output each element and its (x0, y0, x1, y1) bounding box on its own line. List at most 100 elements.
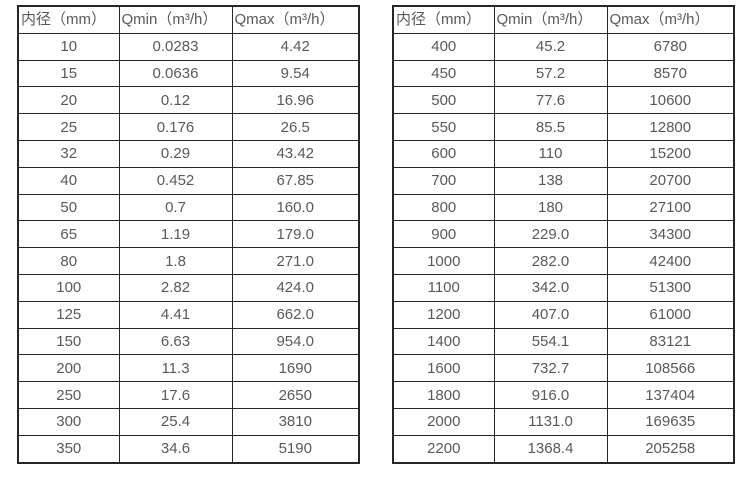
qmax-cell: 20700 (606, 166, 735, 195)
column-header: Qmax（m³/h） (606, 5, 735, 34)
table-row: 10 0.0283 4.42 (17, 32, 360, 61)
qmin-cell: 77.6 (493, 86, 608, 115)
qmin-cell: 6.63 (118, 327, 233, 356)
diameter-cell: 550 (392, 113, 495, 141)
qmin-cell: 0.12 (118, 86, 233, 115)
column-header: 内径（mm） (392, 5, 495, 34)
qmin-cell: 85.5 (493, 113, 608, 141)
header-row: 内径（mm） Qmin（m³/h） Qmax（m³/h） (17, 5, 360, 34)
diameter-cell: 300 (17, 407, 120, 436)
table-row: 800 180 27100 (392, 193, 735, 222)
qmax-cell: 271.0 (231, 247, 360, 275)
qmax-cell: 10600 (606, 86, 735, 115)
qmin-cell: 732.7 (493, 354, 608, 383)
qmin-cell: 0.176 (118, 113, 233, 141)
qmax-cell: 662.0 (231, 300, 360, 329)
diameter-cell: 450 (392, 59, 495, 88)
table-row: 500 77.6 10600 (392, 86, 735, 115)
qmax-cell: 6780 (606, 32, 735, 61)
qmin-cell: 180 (493, 193, 608, 222)
qmax-cell: 9.54 (231, 59, 360, 88)
qmin-cell: 229.0 (493, 220, 608, 249)
flow-table-right: 内径（mm） Qmin（m³/h） Qmax（m³/h） 400 45.2 6780 45… (392, 5, 735, 464)
qmax-cell: 27100 (606, 193, 735, 222)
qmax-cell: 8570 (606, 59, 735, 88)
table-row: 50 0.7 160.0 (17, 193, 360, 222)
diameter-cell: 20 (17, 86, 120, 115)
table-row: 65 1.19 179.0 (17, 220, 360, 249)
qmin-cell: 0.7 (118, 193, 233, 222)
diameter-cell: 2200 (392, 434, 495, 464)
diameter-cell: 1600 (392, 354, 495, 383)
table-row: 250 17.6 2650 (17, 381, 360, 409)
qmin-cell: 407.0 (493, 300, 608, 329)
diameter-cell: 700 (392, 166, 495, 195)
qmin-cell: 342.0 (493, 273, 608, 302)
qmax-cell: 1690 (231, 354, 360, 383)
qmax-cell: 43.42 (231, 139, 360, 168)
qmin-cell: 11.3 (118, 354, 233, 383)
qmax-cell: 179.0 (231, 220, 360, 249)
diameter-cell: 1000 (392, 247, 495, 275)
qmax-cell: 4.42 (231, 32, 360, 61)
table-row: 1600 732.7 108566 (392, 354, 735, 383)
diameter-cell: 900 (392, 220, 495, 249)
table-row: 40 0.452 67.85 (17, 166, 360, 195)
diameter-cell: 200 (17, 354, 120, 383)
qmax-cell: 34300 (606, 220, 735, 249)
table-row: 2200 1368.4 205258 (392, 434, 735, 464)
diameter-cell: 15 (17, 59, 120, 88)
qmin-cell: 916.0 (493, 381, 608, 409)
column-header: 内径（mm） (17, 5, 120, 34)
diameter-cell: 500 (392, 86, 495, 115)
table-row: 80 1.8 271.0 (17, 247, 360, 275)
diameter-cell: 350 (17, 434, 120, 464)
table-row: 350 34.6 5190 (17, 434, 360, 464)
table-row: 600 110 15200 (392, 139, 735, 168)
qmin-cell: 1368.4 (493, 434, 608, 464)
qmax-cell: 5190 (231, 434, 360, 464)
qmin-cell: 0.0283 (118, 32, 233, 61)
qmax-cell: 205258 (606, 434, 735, 464)
table-row: 2000 1131.0 169635 (392, 407, 735, 436)
qmin-cell: 4.41 (118, 300, 233, 329)
diameter-cell: 250 (17, 381, 120, 409)
qmax-cell: 42400 (606, 247, 735, 275)
qmin-cell: 0.0636 (118, 59, 233, 88)
header-row: 内径（mm） Qmin（m³/h） Qmax（m³/h） (392, 5, 735, 34)
table-row: 25 0.176 26.5 (17, 113, 360, 141)
diameter-cell: 125 (17, 300, 120, 329)
qmin-cell: 1.8 (118, 247, 233, 275)
column-header: Qmin（m³/h） (118, 5, 233, 34)
table-row: 450 57.2 8570 (392, 59, 735, 88)
diameter-cell: 10 (17, 32, 120, 61)
diameter-cell: 25 (17, 113, 120, 141)
qmax-cell: 12800 (606, 113, 735, 141)
flow-table-left: 内径（mm） Qmin（m³/h） Qmax（m³/h） 10 0.0283 4.42 1… (17, 5, 360, 464)
diameter-cell: 32 (17, 139, 120, 168)
table-row: 32 0.29 43.42 (17, 139, 360, 168)
qmax-cell: 954.0 (231, 327, 360, 356)
qmin-cell: 25.4 (118, 407, 233, 436)
diameter-cell: 65 (17, 220, 120, 249)
diameter-cell: 80 (17, 247, 120, 275)
column-header: Qmin（m³/h） (493, 5, 608, 34)
qmax-cell: 3810 (231, 407, 360, 436)
qmax-cell: 169635 (606, 407, 735, 436)
diameter-cell: 800 (392, 193, 495, 222)
qmin-cell: 110 (493, 139, 608, 168)
qmax-cell: 15200 (606, 139, 735, 168)
table-row: 1100 342.0 51300 (392, 273, 735, 302)
diameter-cell: 1200 (392, 300, 495, 329)
table-row: 1000 282.0 42400 (392, 247, 735, 275)
qmin-cell: 1.19 (118, 220, 233, 249)
diameter-cell: 400 (392, 32, 495, 61)
qmax-cell: 16.96 (231, 86, 360, 115)
qmax-cell: 26.5 (231, 113, 360, 141)
diameter-cell: 40 (17, 166, 120, 195)
table-row: 1800 916.0 137404 (392, 381, 735, 409)
qmin-cell: 2.82 (118, 273, 233, 302)
qmin-cell: 45.2 (493, 32, 608, 61)
qmin-cell: 17.6 (118, 381, 233, 409)
